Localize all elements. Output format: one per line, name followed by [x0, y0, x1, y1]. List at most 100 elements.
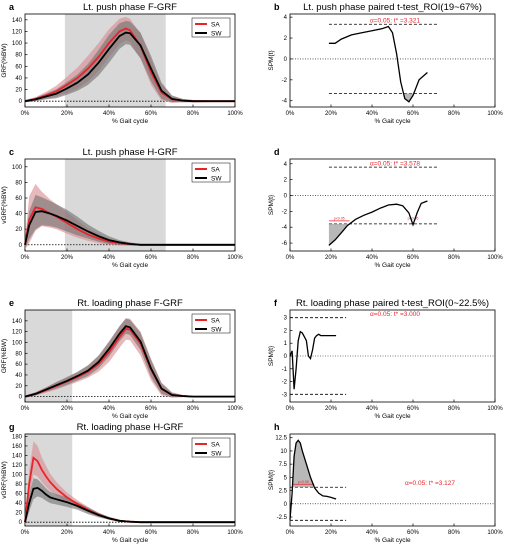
- x-tick-label: 80%: [448, 530, 461, 536]
- x-axis-label: % Gait cycle: [374, 413, 411, 420]
- panel-label: h: [274, 422, 280, 432]
- panel-label: c: [9, 147, 14, 157]
- plot-frame: [24, 309, 236, 403]
- panel-title: Rt. loading phase H-GRF: [77, 422, 184, 433]
- y-tick-label: -2: [282, 78, 288, 84]
- x-tick-label: 60%: [407, 111, 420, 117]
- y-tick-label: 4: [284, 162, 288, 168]
- y-tick-label: 180: [12, 434, 23, 440]
- panel-label: e: [9, 298, 14, 308]
- legend-label-sa: SA: [211, 318, 220, 325]
- x-tick-label: 0%: [21, 255, 30, 261]
- y-tick-label: 60: [15, 64, 22, 70]
- y-tick-label: 140: [12, 453, 23, 459]
- y-tick-label: -1: [282, 367, 288, 373]
- panel-b: Lt. push phase paired t-test_ROI(19~67%)…: [268, 2, 503, 125]
- y-tick-label: 80: [15, 351, 22, 357]
- panel-c: Lt. push phase H-GRF c 0% 20% 40% 60% 80% 100%%…: [1, 147, 243, 269]
- y-axis-label: GRF(%BW): [1, 339, 8, 373]
- spm-t-curve: [289, 330, 337, 390]
- y-tick-label: -2: [282, 209, 288, 215]
- y-tick-label: -4: [282, 99, 288, 105]
- y-tick-label: 20: [15, 88, 22, 94]
- x-tick-label: 80%: [448, 111, 461, 117]
- panel-label: f: [274, 298, 278, 308]
- y-tick-label: 0: [19, 243, 23, 249]
- y-tick-label: 60: [15, 362, 22, 368]
- x-tick-label: 100%: [227, 530, 243, 536]
- y-tick-label: 10: [280, 449, 287, 455]
- y-axis-label: SPM{t}: [268, 50, 275, 71]
- legend-label-sa: SA: [211, 167, 220, 174]
- x-tick-label: 60%: [145, 530, 158, 536]
- y-tick-label: 2: [284, 178, 288, 184]
- y-tick-label: 40: [15, 212, 22, 218]
- x-tick-label: 0%: [21, 111, 30, 117]
- legend-label-sw: SW: [211, 31, 222, 38]
- y-axis-label: vGRF(%BW): [1, 461, 8, 499]
- x-axis-label: % Gait cycle: [374, 118, 411, 125]
- mean-line-sw: [24, 325, 235, 398]
- y-tick-label: 0: [284, 57, 288, 63]
- x-tick-label: 80%: [187, 111, 200, 117]
- y-tick-label: 5: [284, 475, 288, 481]
- legend-label-sa: SA: [211, 22, 220, 29]
- x-tick-label: 20%: [325, 255, 338, 261]
- y-tick-label: 80: [15, 180, 22, 186]
- panel-label: a: [9, 2, 15, 12]
- mean-line-sw: [24, 486, 235, 524]
- y-tick-label: 100: [12, 340, 23, 346]
- panel-f: Rt. loading phase paired t-test_ROI(0~22…: [268, 298, 503, 420]
- panel-title: Lt. push phase paired t-test_ROI(19~67%): [303, 2, 482, 13]
- x-tick-label: 0%: [21, 406, 30, 412]
- x-tick-label: 60%: [145, 255, 158, 261]
- y-axis-label: GRF(%BW): [1, 43, 8, 77]
- plot-frame: [289, 158, 496, 252]
- x-tick-label: 20%: [325, 406, 338, 412]
- x-axis-label: % Gait cycle: [112, 262, 149, 269]
- x-tick-label: 80%: [187, 255, 200, 261]
- y-tick-label: 40: [15, 501, 22, 507]
- x-tick-label: 80%: [448, 255, 461, 261]
- x-axis-label: % Gait cycle: [112, 118, 149, 125]
- legend-label-sa: SA: [211, 442, 220, 449]
- x-tick-label: 40%: [103, 255, 116, 261]
- x-tick-label: 40%: [103, 111, 116, 117]
- plot-frame: [24, 158, 236, 252]
- y-tick-label: 0: [284, 502, 288, 508]
- threshold-label: α=0.05: t* =3.127: [405, 480, 455, 487]
- y-tick-label: 80: [15, 53, 22, 59]
- x-tick-label: 20%: [325, 111, 338, 117]
- y-tick-label: 100: [12, 165, 23, 171]
- y-tick-label: 100: [12, 41, 23, 47]
- x-tick-label: 20%: [325, 530, 338, 536]
- plot-frame: [289, 433, 496, 527]
- y-axis-label: SPM{t}: [268, 194, 275, 215]
- y-tick-label: -2: [282, 380, 288, 386]
- y-tick-label: 20: [15, 384, 22, 390]
- y-tick-label: 80: [15, 482, 22, 488]
- y-tick-label: 0: [284, 354, 288, 360]
- x-axis-label: % Gait cycle: [112, 537, 149, 544]
- y-tick-label: 60: [15, 196, 22, 202]
- y-tick-label: 3: [284, 316, 288, 322]
- y-tick-label: -3: [282, 392, 288, 398]
- y-tick-label: 4: [284, 15, 288, 21]
- y-tick-label: 20: [15, 511, 22, 517]
- y-tick-label: 12.5: [275, 436, 287, 442]
- x-tick-label: 80%: [187, 406, 200, 412]
- y-tick-label: 120: [12, 29, 23, 35]
- y-tick-label: 160: [12, 444, 23, 450]
- x-tick-label: 0%: [286, 406, 295, 412]
- y-tick-label: 0: [19, 395, 23, 401]
- y-axis-label: SPM{t}: [268, 345, 275, 366]
- legend-label-sw: SW: [211, 451, 222, 458]
- cluster-p-label: p<0.05: [408, 216, 419, 220]
- panel-label: d: [274, 147, 280, 157]
- y-tick-label: 120: [12, 330, 23, 336]
- cluster-shading: [403, 93, 414, 102]
- x-tick-label: 60%: [407, 406, 420, 412]
- plot-frame: [24, 433, 236, 527]
- x-axis-label: % Gait cycle: [112, 413, 149, 420]
- x-tick-label: 40%: [366, 255, 379, 261]
